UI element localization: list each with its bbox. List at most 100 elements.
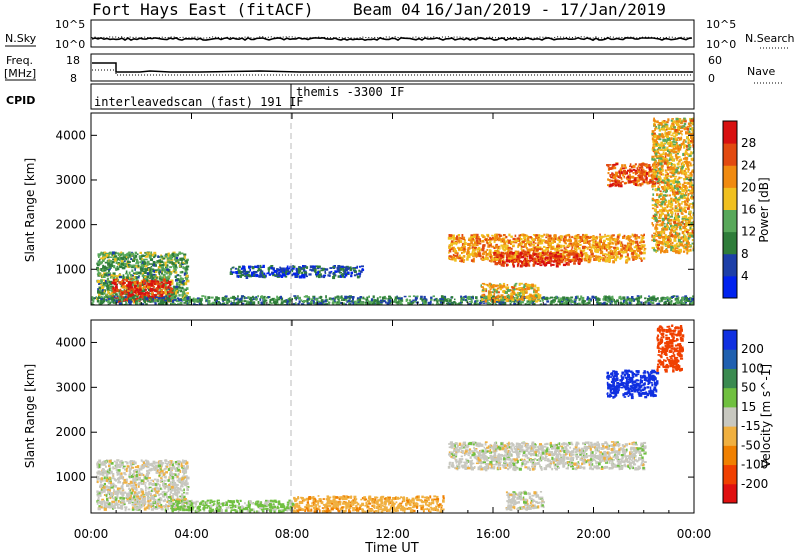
heatmap-cell: [167, 260, 170, 264]
heatmap-cell: [101, 268, 105, 272]
heatmap-cell: [149, 292, 152, 295]
heatmap-cell: [599, 247, 602, 251]
heatmap-cell: [491, 295, 495, 299]
heatmap-cell: [348, 297, 351, 300]
heatmap-cell: [588, 297, 591, 300]
heatmap-cell: [478, 242, 482, 245]
heatmap-cell: [562, 296, 564, 299]
heatmap-cell: [611, 256, 616, 259]
heatmap-cell: [655, 178, 658, 181]
heatmap-cell: [164, 284, 167, 287]
heatmap-cell: [184, 269, 188, 273]
heatmap-cell: [504, 286, 508, 289]
heatmap-cell: [600, 256, 603, 259]
heatmap-cell: [542, 298, 544, 302]
heatmap-cell: [612, 238, 614, 241]
heatmap-cell: [480, 234, 484, 237]
heatmap-cell: [643, 249, 646, 251]
heatmap-cell: [368, 295, 370, 298]
heatmap-cell: [142, 271, 145, 274]
heatmap-cell: [521, 298, 524, 301]
heatmap-cell: [104, 253, 107, 256]
heatmap-cell: [215, 296, 218, 298]
heatmap-cell: [454, 248, 457, 252]
heatmap-cell: [499, 263, 501, 265]
heatmap-cell: [161, 270, 164, 273]
heatmap-cell: [408, 303, 411, 305]
heatmap-cell: [164, 281, 167, 285]
heatmap-cell: [117, 295, 120, 298]
heatmap-cell: [186, 292, 189, 295]
heatmap-cell: [251, 273, 254, 277]
nave-label: Nave: [747, 65, 775, 78]
heatmap-cell: [475, 300, 479, 303]
heatmap-cell: [650, 298, 654, 300]
heatmap-cell: [178, 298, 182, 302]
heatmap-cell: [590, 246, 593, 250]
heatmap-cell: [112, 260, 115, 264]
heatmap-cell: [118, 265, 121, 268]
heatmap-cell: [140, 287, 143, 290]
heatmap-cell: [574, 239, 578, 243]
heatmap-cell: [605, 238, 608, 240]
heatmap-cell: [454, 258, 457, 262]
heatmap-cell: [542, 261, 545, 265]
heatmap-cell: [573, 237, 577, 240]
heatmap-cell: [638, 257, 642, 260]
heatmap-cell: [419, 297, 422, 300]
heatmap-cell: [138, 288, 142, 292]
heatmap-cell: [492, 288, 496, 291]
heatmap-cell: [278, 296, 281, 299]
heatmap-cell: [299, 267, 302, 270]
heatmap-cell: [376, 301, 380, 305]
heatmap-cell: [537, 241, 540, 245]
heatmap-cell: [157, 255, 160, 258]
heatmap-cell: [481, 298, 484, 302]
heatmap-cell: [127, 284, 131, 288]
heatmap-cell: [514, 283, 517, 286]
heatmap-cell: [535, 259, 538, 263]
heatmap-cell: [447, 304, 449, 305]
heatmap-cell: [117, 263, 120, 266]
heatmap-cell: [516, 293, 520, 296]
heatmap-cell: [171, 281, 174, 285]
heatmap-cell: [525, 264, 529, 267]
heatmap-cell: [645, 300, 649, 303]
heatmap-cell: [179, 257, 182, 261]
heatmap-cell: [540, 234, 544, 238]
heatmap-cell: [636, 295, 640, 297]
heatmap-cell: [617, 183, 620, 187]
heatmap-cell: [505, 235, 508, 239]
heatmap-cell: [608, 243, 611, 246]
heatmap-cell: [562, 298, 566, 301]
heatmap-cell: [125, 278, 128, 282]
heatmap-cell: [162, 278, 166, 282]
heatmap-cell: [122, 283, 125, 287]
heatmap-cell: [486, 249, 489, 251]
heatmap-cell: [598, 245, 601, 249]
heatmap-cell: [534, 253, 537, 256]
heatmap-cell: [170, 291, 174, 294]
heatmap-cell: [176, 288, 179, 290]
heatmap-cell: [579, 303, 582, 305]
heatmap-cell: [658, 138, 662, 141]
heatmap-cell: [483, 257, 486, 261]
heatmap-cell: [466, 256, 469, 259]
heatmap-cell: [179, 271, 183, 274]
heatmap-cell: [642, 168, 645, 171]
heatmap-cell: [609, 245, 612, 249]
heatmap-cell: [335, 301, 339, 305]
heatmap-cell: [606, 234, 610, 237]
heatmap-cell: [169, 299, 172, 302]
heatmap-cell: [622, 250, 625, 254]
heatmap-cell: [180, 299, 184, 302]
heatmap-cell: [348, 303, 351, 305]
heatmap-cell: [531, 238, 535, 242]
heatmap-cell: [619, 257, 622, 260]
heatmap-cell: [449, 234, 453, 238]
heatmap-cell: [687, 297, 690, 302]
heatmap-cell: [613, 298, 615, 302]
heatmap-cell: [139, 298, 142, 301]
heatmap-cell: [612, 253, 615, 256]
heatmap-cell: [523, 234, 527, 237]
